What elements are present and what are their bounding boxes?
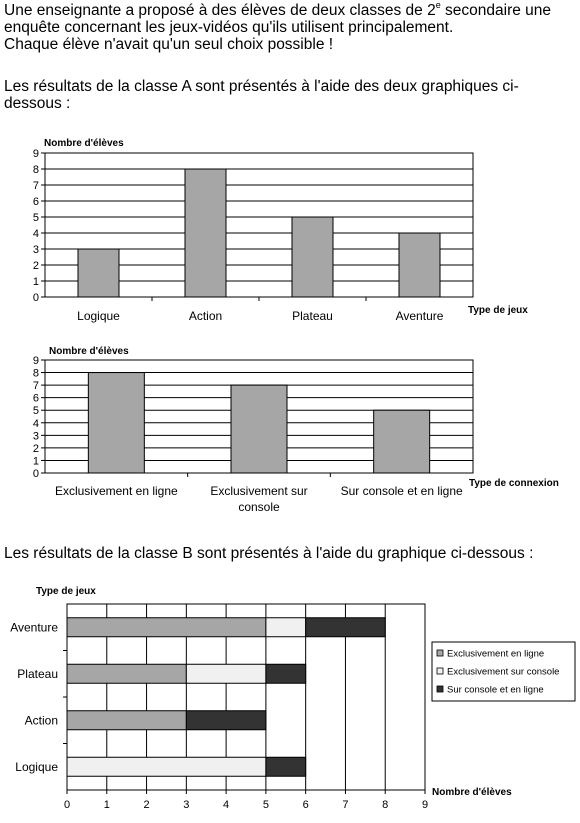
x-axis-title: Type de connexion bbox=[469, 478, 559, 489]
bar-segment bbox=[265, 617, 307, 638]
y-tick-label: 9 bbox=[33, 355, 39, 367]
y-category-label: Plateau bbox=[17, 667, 58, 681]
bar-segment bbox=[66, 663, 187, 684]
x-category-label: Exclusivement sur bbox=[210, 484, 307, 498]
bar-segment bbox=[185, 663, 267, 684]
y-tick-label: 0 bbox=[33, 292, 39, 304]
class-a-intro: Les résultats de la classe A sont présen… bbox=[4, 78, 576, 112]
x-tick-label: 3 bbox=[183, 799, 189, 811]
y-tick-label: 6 bbox=[33, 196, 39, 208]
y-tick-label: 7 bbox=[33, 180, 39, 192]
x-category-label: console bbox=[238, 500, 280, 514]
bar bbox=[373, 409, 431, 474]
x-axis-title: Type de jeux bbox=[468, 305, 528, 316]
bar bbox=[398, 232, 441, 298]
bar-segment bbox=[66, 710, 187, 731]
bar bbox=[87, 372, 145, 474]
y-tick-label: 3 bbox=[33, 244, 39, 256]
intro-text: Une enseignante a proposé à des élèves d… bbox=[4, 0, 576, 37]
x-tick-label: 8 bbox=[382, 799, 388, 811]
y-tick-label: 1 bbox=[33, 455, 39, 467]
y-axis-title: Nombre d'élèves bbox=[44, 138, 124, 149]
y-tick-label: 4 bbox=[33, 228, 39, 240]
y-tick-label: 3 bbox=[33, 430, 39, 442]
y-category-label: Logique bbox=[15, 760, 58, 774]
bar-segment bbox=[305, 617, 386, 638]
y-category-label: Action bbox=[25, 713, 58, 727]
bar bbox=[184, 168, 227, 298]
y-tick-label: 4 bbox=[33, 418, 39, 430]
class-a-intro-text: Les résultats de la classe A sont présen… bbox=[4, 78, 519, 112]
bar-segment bbox=[66, 617, 267, 638]
x-tick-label: 6 bbox=[303, 799, 309, 811]
x-tick-label: 5 bbox=[263, 799, 269, 811]
bar-segment bbox=[265, 663, 307, 684]
x-category-label: Aventure bbox=[396, 309, 444, 323]
y-tick-label: 9 bbox=[33, 148, 39, 160]
legend-swatch bbox=[436, 649, 444, 657]
x-category-label: Sur console et en ligne bbox=[341, 484, 463, 498]
x-tick-label: 4 bbox=[223, 799, 229, 811]
bar-segment bbox=[185, 710, 267, 731]
legend-box bbox=[431, 641, 576, 702]
class-b-intro-text: Les résultats de la classe B sont présen… bbox=[4, 545, 534, 562]
y-tick-label: 1 bbox=[33, 276, 39, 288]
legend-swatch bbox=[436, 667, 444, 675]
x-tick-label: 9 bbox=[422, 799, 428, 811]
x-category-label: Exclusivement en ligne bbox=[55, 484, 178, 498]
class-b-intro: Les résultats de la classe B sont présen… bbox=[4, 545, 576, 562]
y-tick-label: 2 bbox=[33, 260, 39, 272]
intro-part2: secondaire une enquête concernant les je… bbox=[4, 2, 552, 36]
legend-swatch bbox=[436, 685, 444, 693]
bar-segment bbox=[66, 756, 267, 777]
y-tick-label: 2 bbox=[33, 443, 39, 455]
intro-part1: Une enseignante a proposé à des élèves d… bbox=[4, 2, 436, 19]
bar bbox=[230, 384, 288, 474]
y-axis-title: Nombre d'élèves bbox=[49, 346, 129, 357]
y-axis-title: Type de jeux bbox=[36, 586, 96, 597]
x-tick-label: 0 bbox=[64, 799, 70, 811]
x-tick-label: 1 bbox=[104, 799, 110, 811]
intro-paragraph: Une enseignante a proposé à des élèves d… bbox=[4, 0, 576, 54]
intro-superscript: e bbox=[435, 0, 441, 10]
bar bbox=[77, 248, 120, 298]
x-tick-label: 7 bbox=[342, 799, 348, 811]
x-category-label: Plateau bbox=[292, 309, 333, 323]
y-tick-label: 6 bbox=[33, 393, 39, 405]
x-category-label: Action bbox=[189, 309, 222, 323]
y-category-label: Aventure bbox=[10, 620, 58, 634]
y-tick-label: 7 bbox=[33, 380, 39, 392]
legend-label: Exclusivement sur console bbox=[447, 667, 559, 678]
x-category-label: Logique bbox=[77, 309, 120, 323]
bar bbox=[291, 216, 334, 298]
y-tick-label: 8 bbox=[33, 164, 39, 176]
legend-label: Sur console et en ligne bbox=[447, 685, 544, 696]
legend-label: Exclusivement en ligne bbox=[447, 649, 544, 660]
x-axis-title: Nombre d'élèves bbox=[432, 787, 512, 798]
y-tick-label: 5 bbox=[33, 212, 39, 224]
y-tick-label: 8 bbox=[33, 368, 39, 380]
y-tick-label: 5 bbox=[33, 405, 39, 417]
intro-line3: Chaque élève n'avait qu'un seul choix po… bbox=[4, 36, 334, 53]
bar-segment bbox=[265, 756, 307, 777]
y-tick-label: 0 bbox=[33, 468, 39, 480]
x-tick-label: 2 bbox=[143, 799, 149, 811]
